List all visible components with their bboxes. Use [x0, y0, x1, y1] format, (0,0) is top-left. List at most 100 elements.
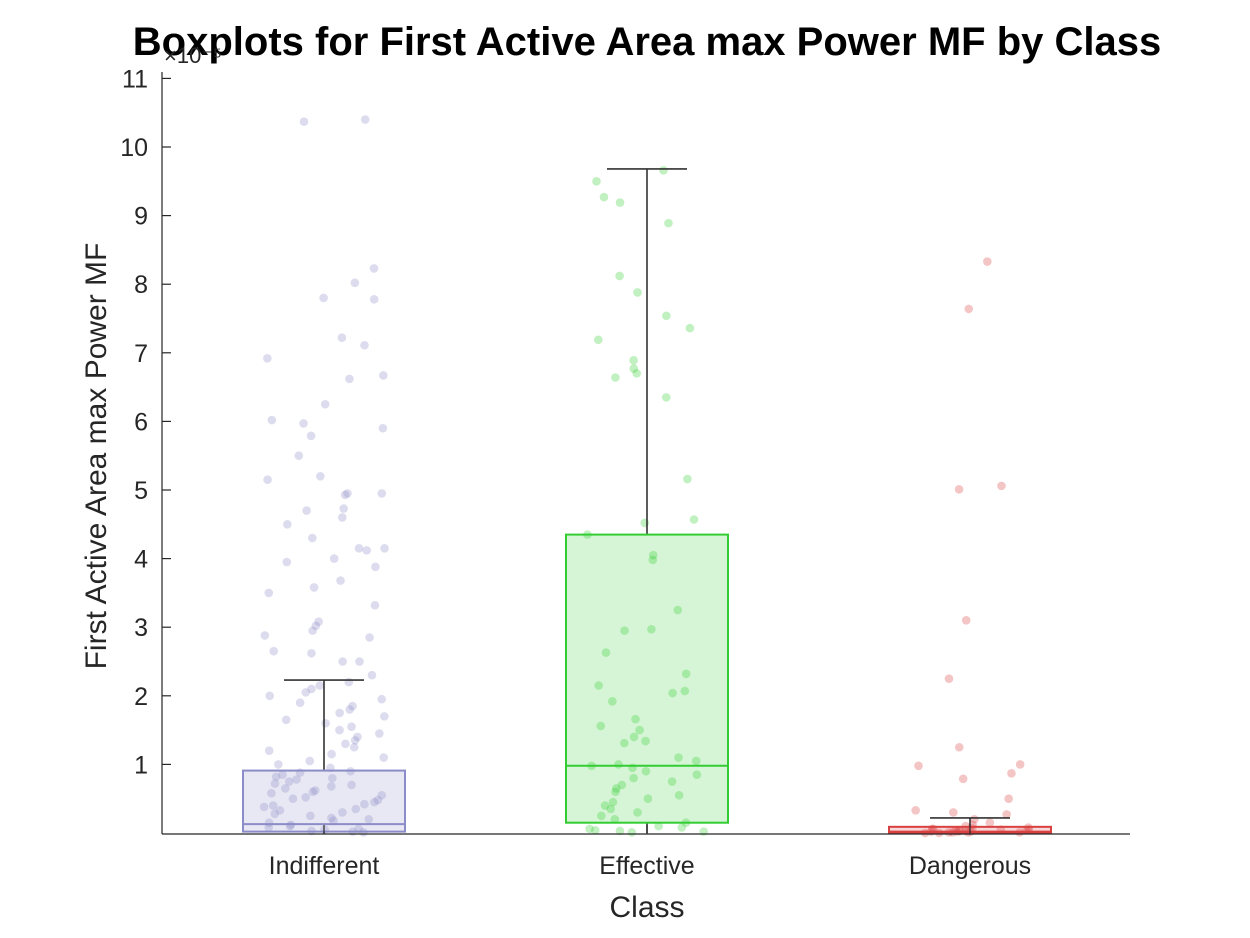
data-point — [339, 504, 348, 513]
data-point — [685, 323, 695, 333]
data-point — [341, 739, 350, 749]
data-point — [680, 686, 690, 696]
data-point — [316, 471, 325, 481]
data-point — [338, 808, 347, 817]
data-point — [328, 773, 337, 783]
data-point — [631, 714, 640, 724]
data-point — [629, 773, 638, 783]
data-point — [664, 218, 673, 228]
data-point — [371, 562, 380, 572]
data-point — [632, 369, 642, 378]
data-point — [373, 795, 383, 805]
data-point — [620, 626, 629, 635]
data-point — [327, 749, 336, 759]
data-point — [327, 782, 336, 791]
y-tick-label: 9 — [134, 203, 148, 231]
data-point — [353, 732, 362, 742]
data-point — [337, 333, 347, 343]
box-iqr — [242, 769, 406, 833]
data-point — [320, 399, 330, 409]
data-point — [615, 826, 625, 836]
data-point — [307, 648, 316, 658]
y-axis-label: First Active Area max Power MF — [80, 243, 113, 670]
data-point — [954, 485, 964, 494]
data-point — [347, 722, 356, 731]
data-point — [308, 787, 318, 797]
data-point — [309, 583, 319, 592]
data-point — [348, 701, 357, 711]
y-tick-label: 3 — [134, 614, 148, 642]
data-point — [662, 311, 671, 321]
data-point — [683, 474, 692, 484]
axes: 1 2 3 4 5 6 7 8 9 10 11 Indifferent Effective Dangero… — [120, 65, 1130, 880]
data-point — [347, 780, 356, 790]
data-point — [264, 588, 274, 598]
data-point — [647, 624, 656, 634]
data-point — [306, 811, 315, 821]
data-point — [310, 786, 320, 795]
y-tick-label: 7 — [134, 340, 148, 368]
data-point — [954, 742, 964, 752]
data-point — [633, 808, 642, 817]
data-point — [379, 753, 388, 762]
data-point — [327, 813, 336, 823]
data-point — [265, 691, 275, 701]
data-point — [367, 670, 377, 680]
data-point — [344, 677, 354, 687]
data-point — [674, 753, 683, 762]
data-point — [667, 777, 677, 786]
data-point — [263, 475, 272, 485]
data-point — [594, 335, 603, 345]
data-point — [601, 648, 611, 657]
data-point — [292, 775, 301, 784]
data-point — [360, 340, 369, 350]
data-point — [270, 779, 280, 788]
chart-title: Boxplots for First Active Area max Power… — [133, 20, 1161, 64]
data-point — [274, 760, 283, 769]
data-point — [611, 373, 620, 382]
data-point — [283, 520, 292, 529]
data-point — [364, 814, 374, 824]
data-point — [260, 631, 270, 640]
y-tick-label: 10 — [120, 134, 148, 162]
data-point — [269, 646, 279, 656]
x-axis-label: Class — [609, 891, 684, 924]
data-point — [1007, 769, 1016, 778]
data-point — [268, 801, 278, 810]
data-point — [627, 828, 637, 837]
data-point — [659, 166, 668, 175]
data-point — [263, 353, 272, 363]
data-point — [307, 684, 316, 694]
data-point — [592, 177, 601, 186]
data-point — [338, 657, 347, 666]
data-point — [1002, 810, 1011, 819]
data-point — [600, 801, 610, 810]
box-iqr — [565, 533, 729, 824]
data-point — [615, 198, 625, 207]
data-point — [629, 356, 638, 365]
data-point — [668, 688, 677, 698]
data-point — [295, 698, 305, 707]
data-point — [350, 736, 360, 745]
data-point — [377, 694, 387, 704]
data-point — [335, 708, 344, 718]
data-point — [267, 415, 277, 425]
data-point — [377, 790, 387, 800]
data-point — [911, 806, 920, 815]
data-point — [1015, 760, 1025, 769]
data-point — [1004, 794, 1013, 803]
data-point — [648, 555, 658, 565]
data-point — [345, 374, 354, 384]
x-tick-label: Effective — [599, 852, 694, 880]
data-point — [306, 431, 316, 441]
data-point — [288, 794, 298, 803]
data-point — [633, 288, 642, 297]
y-tick-label: 5 — [134, 477, 148, 505]
data-point — [674, 790, 684, 800]
data-point — [985, 818, 995, 828]
data-point — [278, 770, 287, 779]
data-point — [654, 821, 663, 831]
data-point — [369, 294, 379, 304]
data-point — [599, 192, 609, 202]
data-point — [336, 576, 345, 585]
